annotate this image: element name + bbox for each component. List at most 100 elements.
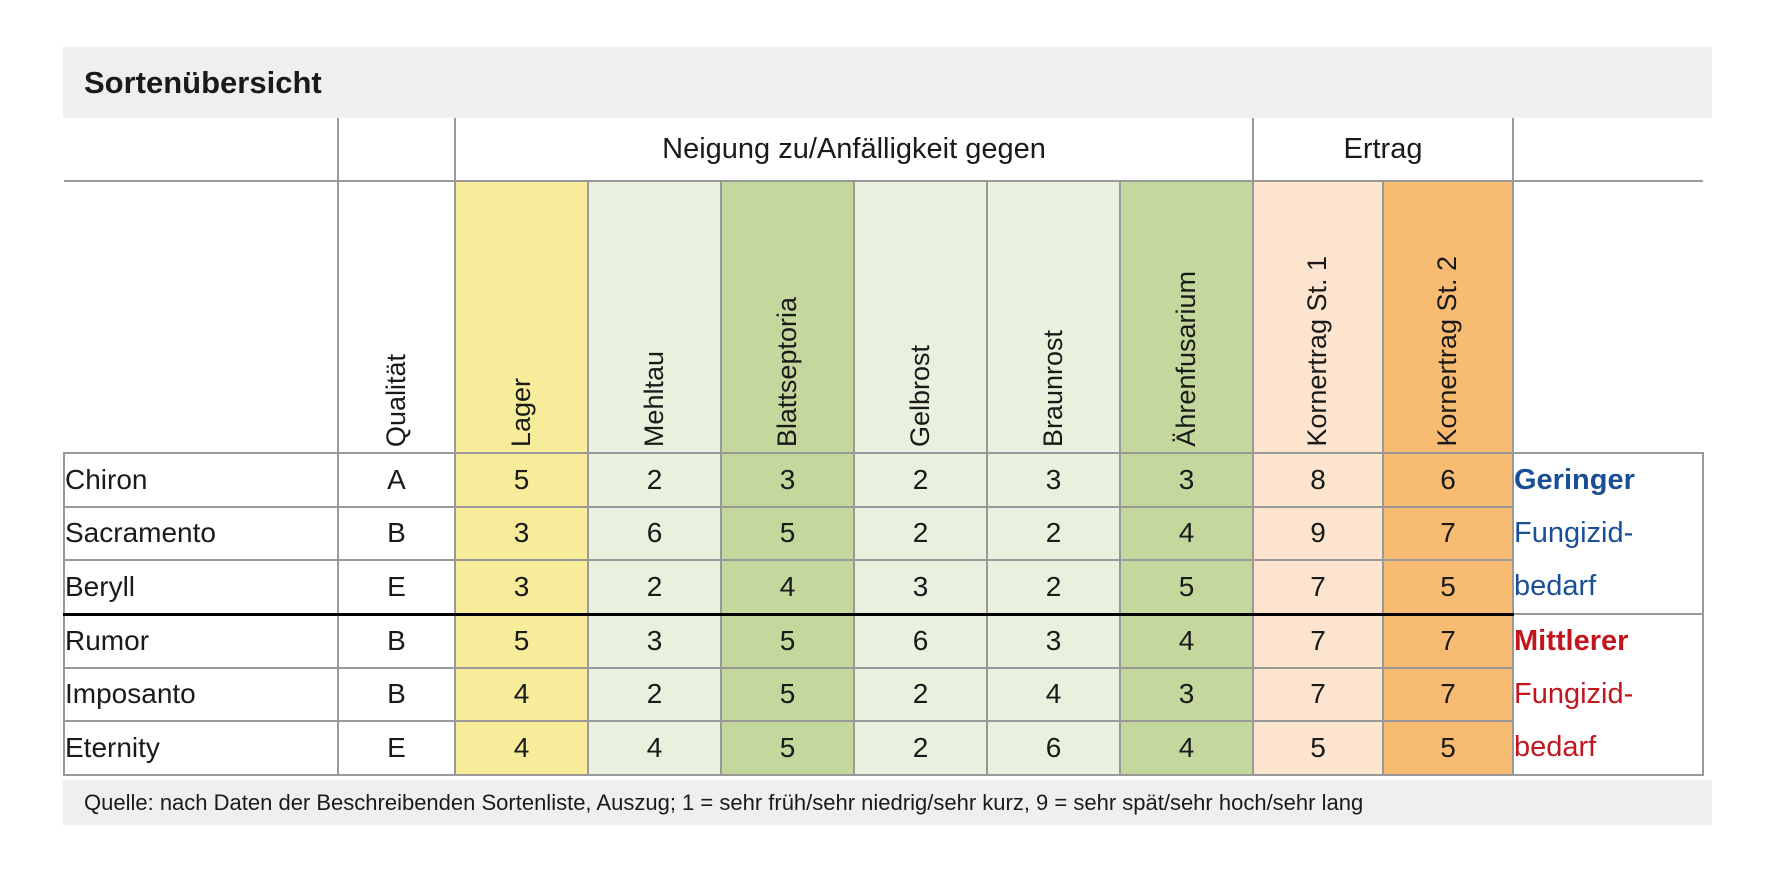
value-cell-braunrost: 2: [986, 559, 1121, 616]
fungicide-label-line: bedarf: [1514, 570, 1597, 602]
value-cell-mehltau: 2: [587, 559, 722, 616]
column-header-mehltau: Mehltau: [587, 181, 722, 454]
value-cell-kornertrag-st-1: 7: [1252, 666, 1384, 723]
value-cell-mehltau: 3: [587, 613, 722, 669]
variety-name-cell: Rumor: [63, 613, 339, 669]
fungicide-label-line: bedarf: [1514, 731, 1597, 763]
table-title: Sortenübersicht: [84, 64, 322, 100]
variety-name-cell: Beryll: [63, 559, 339, 616]
value-cell-blattseptoria: 5: [720, 720, 855, 776]
table-row-beryll: Beryll E 3 2 4 3 2 5 7 5: [63, 559, 1703, 616]
value-cell-gelbrost: 2: [853, 666, 988, 723]
column-header-row: Qualität Lager Mehltau Blattseptoria Gelbros…: [64, 181, 1703, 454]
value-cell-mehltau: 2: [587, 452, 722, 508]
variety-name-cell: Chiron: [63, 452, 339, 508]
value-cell-kornertrag-st-2: 7: [1382, 666, 1514, 723]
value-cell-kornertrag-st-2: 7: [1382, 613, 1514, 669]
value-cell-gelbrost: 2: [853, 452, 988, 508]
fungicide-label-line: Fungizid-: [1514, 678, 1634, 710]
group-header-susceptibility: Neigung zu/Anfälligkeit gegen: [455, 118, 1254, 182]
value-cell-lager: 5: [454, 452, 589, 508]
value-cell-lager: 5: [454, 613, 589, 669]
value-cell-lager: 3: [454, 559, 589, 616]
group-header-spacer-variety: [64, 118, 338, 182]
value-cell-braunrost: 4: [986, 666, 1121, 723]
value-cell-aehrenfusarium: 4: [1119, 505, 1254, 562]
column-header-lager: Lager: [454, 181, 589, 454]
quality-cell: B: [337, 505, 456, 562]
value-cell-kornertrag-st-1: 5: [1252, 720, 1384, 776]
value-cell-blattseptoria: 5: [720, 505, 855, 562]
sortenuebersicht-table: Neigung zu/Anfälligkeit gegen Ertrag Quali…: [63, 118, 1704, 776]
value-cell-braunrost: 2: [986, 505, 1121, 562]
group-header-spacer-quality: [337, 118, 456, 182]
column-header-label: Qualität: [380, 353, 411, 447]
source-footnote: Quelle: nach Daten der Beschreibenden So…: [84, 789, 1364, 815]
column-header-spacer-annotation: [1512, 181, 1703, 454]
value-cell-kornertrag-st-2: 5: [1382, 720, 1514, 776]
value-cell-braunrost: 3: [986, 613, 1121, 669]
column-header-label: Lager: [505, 377, 536, 447]
table-row-sacramento: Sacramento B 3 6 5 2 2 4 9 7: [63, 505, 1703, 562]
value-cell-aehrenfusarium: 3: [1119, 452, 1254, 508]
value-cell-mehltau: 2: [587, 666, 722, 723]
fungicide-label-line: Fungizid-: [1514, 517, 1634, 549]
value-cell-aehrenfusarium: 3: [1119, 666, 1254, 723]
value-cell-kornertrag-st-2: 5: [1382, 559, 1514, 616]
column-header-label: Blattseptoria: [771, 296, 802, 447]
value-cell-lager: 4: [454, 666, 589, 723]
value-cell-gelbrost: 2: [853, 720, 988, 776]
variety-name-cell: Sacramento: [63, 505, 339, 562]
column-header-kornertrag-st-2: Kornertrag St. 2: [1382, 181, 1514, 454]
column-header-label: Braunrost: [1037, 329, 1068, 447]
variety-name-cell: Imposanto: [63, 666, 339, 723]
value-cell-gelbrost: 6: [853, 613, 988, 669]
value-cell-blattseptoria: 4: [720, 559, 855, 616]
group-header-row: Neigung zu/Anfälligkeit gegen Ertrag: [64, 118, 1703, 182]
column-header-blattseptoria: Blattseptoria: [720, 181, 855, 454]
quality-cell: B: [337, 613, 456, 669]
value-cell-kornertrag-st-1: 7: [1252, 613, 1384, 669]
value-cell-braunrost: 3: [986, 452, 1121, 508]
value-cell-lager: 4: [454, 720, 589, 776]
group-header-spacer-annotation: [1513, 118, 1703, 182]
column-header-spacer-variety: [64, 181, 339, 454]
value-cell-blattseptoria: 5: [720, 666, 855, 723]
column-header-label: Ährenfusarium: [1170, 271, 1201, 447]
value-cell-kornertrag-st-1: 9: [1252, 505, 1384, 562]
column-header-braunrost: Braunrost: [986, 181, 1121, 454]
quality-cell: B: [337, 666, 456, 723]
table-title-banner: Sortenübersicht: [63, 47, 1712, 118]
value-cell-mehltau: 4: [587, 720, 722, 776]
value-cell-kornertrag-st-2: 6: [1382, 452, 1514, 508]
column-header-qualitaet: Qualität: [337, 181, 456, 454]
variety-name-cell: Eternity: [63, 720, 339, 776]
table-row-imposanto: Imposanto B 4 2 5 2 4 3 7 7: [63, 666, 1703, 723]
value-cell-lager: 3: [454, 505, 589, 562]
fungicide-need-label-low: Geringer Fungizid-bedarf: [1512, 452, 1704, 615]
value-cell-blattseptoria: 5: [720, 613, 855, 669]
column-header-label: Gelbrost: [904, 344, 935, 447]
value-cell-aehrenfusarium: 5: [1119, 559, 1254, 616]
value-cell-braunrost: 6: [986, 720, 1121, 776]
value-cell-kornertrag-st-1: 7: [1252, 559, 1384, 616]
value-cell-blattseptoria: 3: [720, 452, 855, 508]
table-row-eternity: Eternity E 4 4 5 2 6 4 5 5: [63, 720, 1703, 776]
column-header-aehrenfusarium: Ährenfusarium: [1119, 181, 1254, 454]
value-cell-mehltau: 6: [587, 505, 722, 562]
quality-cell: E: [337, 720, 456, 776]
quality-cell: E: [337, 559, 456, 616]
quality-cell: A: [337, 452, 456, 508]
value-cell-aehrenfusarium: 4: [1119, 720, 1254, 776]
column-header-label: Kornertrag St. 2: [1432, 256, 1463, 447]
table-row-rumor: Rumor B 5 3 5 6 3 4 7 7 Mittlerer Fungizid-bedarf: [63, 613, 1704, 776]
group-header-yield: Ertrag: [1253, 118, 1514, 182]
value-cell-gelbrost: 2: [853, 505, 988, 562]
column-header-gelbrost: Gelbrost: [853, 181, 988, 454]
value-cell-kornertrag-st-1: 8: [1252, 452, 1384, 508]
table-row-chiron: Chiron A 5 2 3 2 3 3 8 6 Geringer Fungizid-bedarf: [63, 452, 1704, 615]
value-cell-kornertrag-st-2: 7: [1382, 505, 1514, 562]
fungicide-label-line: Mittlerer: [1514, 625, 1629, 657]
column-header-label: Kornertrag St. 1: [1302, 256, 1333, 447]
